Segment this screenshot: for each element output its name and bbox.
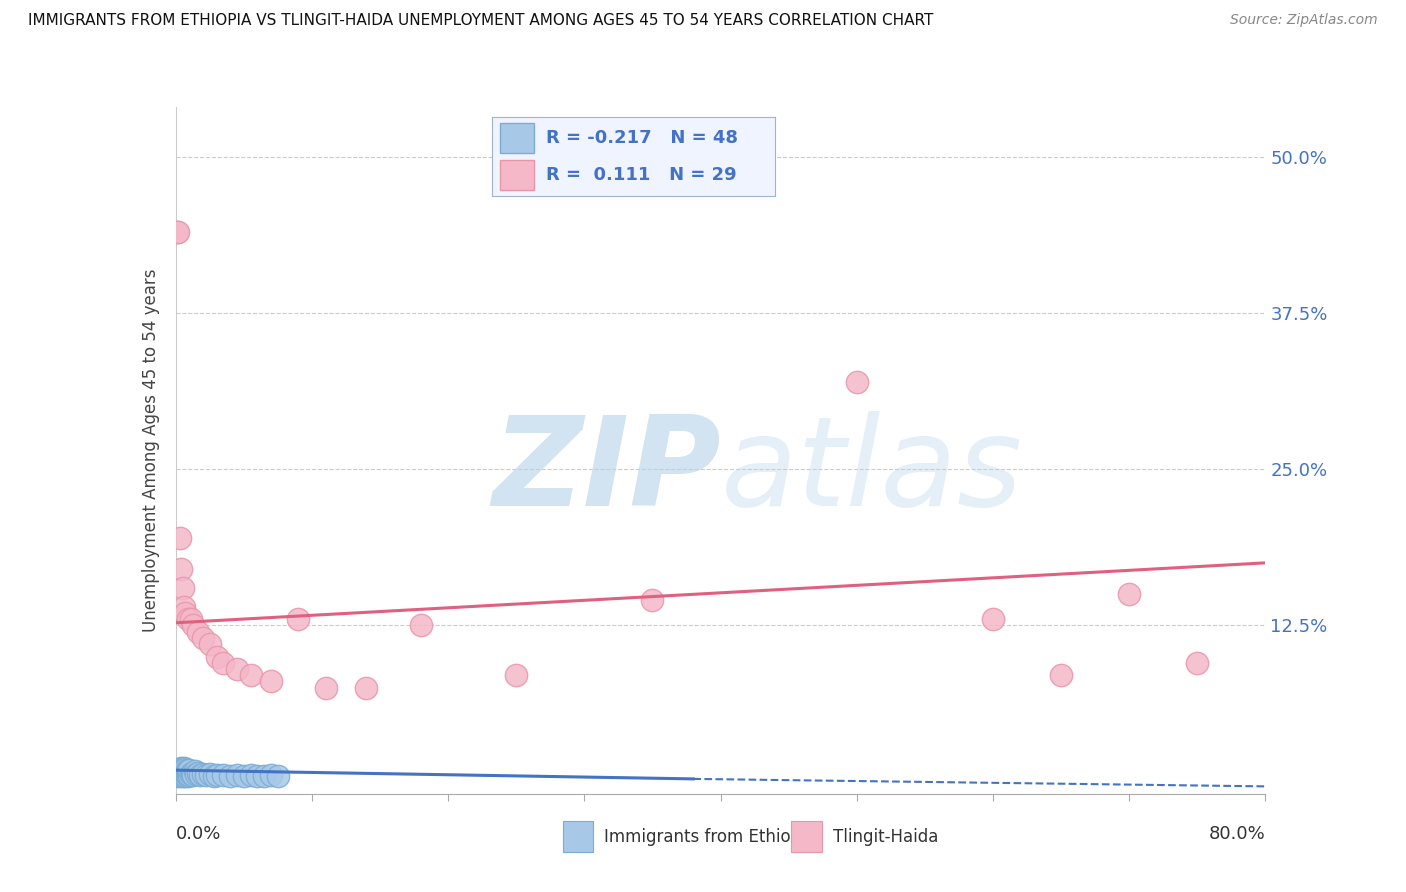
Point (169, 769, 191, 783)
Point (167, 225, 190, 239)
Point (198, 637, 221, 651)
Point (177, 612, 200, 626)
Point (981, 612, 1004, 626)
Point (315, 681, 337, 695)
Point (170, 761, 193, 775)
Point (356, 681, 378, 695)
Point (167, 763, 190, 777)
Text: atlas: atlas (721, 410, 1022, 532)
Point (260, 768, 283, 782)
Point (186, 765, 209, 780)
Text: ZIP: ZIP (492, 410, 721, 532)
Text: Tlingit-Haida: Tlingit-Haida (832, 828, 938, 847)
Point (188, 768, 211, 782)
Point (169, 531, 191, 545)
Point (166, 765, 188, 780)
Point (183, 768, 205, 782)
Point (174, 765, 197, 780)
Point (287, 612, 309, 626)
Point (172, 762, 194, 776)
Point (170, 764, 193, 779)
Point (180, 612, 202, 626)
Point (253, 769, 276, 783)
Point (177, 764, 200, 779)
Point (186, 624, 209, 639)
Y-axis label: Unemployment Among Ages 45 to 54 years: Unemployment Among Ages 45 to 54 years (142, 268, 160, 632)
Point (219, 769, 242, 783)
Point (181, 765, 204, 780)
Point (174, 606, 197, 620)
Point (184, 764, 207, 779)
FancyBboxPatch shape (792, 822, 823, 852)
Point (169, 765, 191, 780)
Point (173, 599, 195, 614)
Point (183, 618, 205, 632)
Point (166, 225, 188, 239)
Point (239, 768, 262, 782)
Point (180, 767, 202, 781)
Point (165, 768, 187, 782)
Point (845, 375, 868, 389)
Point (186, 767, 208, 781)
Point (641, 593, 664, 607)
Point (172, 765, 194, 780)
Point (267, 769, 290, 783)
Point (167, 767, 190, 781)
Point (505, 668, 527, 682)
Point (173, 761, 195, 775)
Point (191, 631, 214, 645)
Point (202, 769, 225, 783)
Text: Source: ZipAtlas.com: Source: ZipAtlas.com (1230, 13, 1378, 28)
Text: IMMIGRANTS FROM ETHIOPIA VS TLINGIT-HAIDA UNEMPLOYMENT AMONG AGES 45 TO 54 YEARS: IMMIGRANTS FROM ETHIOPIA VS TLINGIT-HAID… (28, 13, 934, 29)
Point (1187, 656, 1209, 670)
Point (173, 764, 195, 779)
Point (176, 763, 198, 777)
Point (226, 662, 249, 676)
Point (246, 769, 269, 783)
Point (191, 767, 214, 781)
Point (226, 768, 249, 782)
Point (174, 769, 197, 783)
Text: 80.0%: 80.0% (1209, 825, 1265, 843)
Point (1050, 668, 1073, 682)
Point (174, 762, 197, 776)
Point (194, 768, 217, 782)
FancyBboxPatch shape (562, 822, 593, 852)
Point (177, 769, 200, 783)
Point (179, 763, 201, 777)
Point (169, 762, 191, 776)
Point (205, 768, 228, 782)
Point (1118, 587, 1140, 601)
Point (166, 769, 188, 783)
Point (239, 668, 262, 682)
Point (409, 618, 432, 632)
Point (212, 656, 235, 670)
Point (170, 768, 193, 782)
Point (232, 769, 254, 783)
Point (205, 649, 228, 664)
Point (170, 562, 193, 576)
Point (179, 768, 201, 782)
Point (212, 768, 235, 782)
Point (176, 768, 198, 782)
Point (172, 581, 194, 595)
Text: Immigrants from Ethiopia: Immigrants from Ethiopia (605, 828, 815, 847)
Point (260, 674, 283, 689)
Text: 0.0%: 0.0% (176, 825, 221, 843)
Point (173, 768, 195, 782)
Point (198, 767, 221, 781)
Point (172, 769, 194, 783)
Point (165, 764, 187, 779)
